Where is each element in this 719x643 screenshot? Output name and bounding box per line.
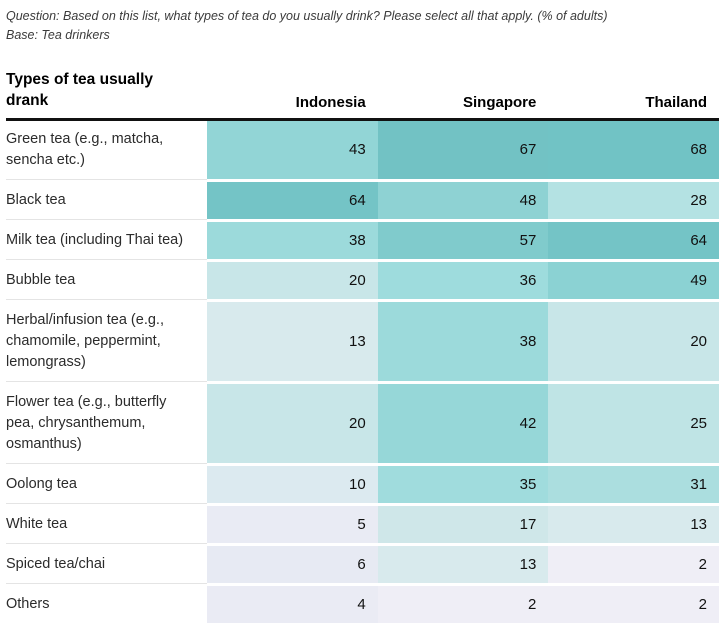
column-header-thailand: Thailand	[645, 93, 708, 111]
value-cell: 31	[548, 462, 719, 503]
value-cell: 49	[548, 258, 719, 299]
table-row: Others 4 2 2	[6, 582, 719, 623]
value-cell: 43	[207, 120, 378, 179]
survey-note: Question: Based on this list, what types…	[6, 7, 719, 46]
value-cell: 42	[377, 380, 549, 463]
value-cell: 10	[207, 462, 378, 503]
value-cell: 64	[207, 178, 378, 219]
base-text: Base: Tea drinkers	[6, 28, 110, 43]
value-cell: 67	[377, 120, 549, 179]
question-text: Question: Based on this list, what types…	[6, 9, 608, 23]
table-row: Oolong tea 10 35 31	[6, 462, 719, 503]
value-cell: 2	[548, 582, 719, 623]
value-cell: 38	[207, 218, 378, 259]
column-header-singapore: Singapore	[462, 93, 537, 111]
value-cell: 13	[207, 298, 378, 381]
value-cell: 13	[548, 502, 719, 543]
value-cell: 36	[377, 258, 549, 299]
row-label: Milk tea (including Thai tea)	[6, 218, 207, 259]
row-label: Bubble tea	[6, 258, 207, 299]
row-label: White tea	[6, 502, 207, 543]
value-cell: 68	[548, 120, 719, 179]
table-row: Green tea (e.g., matcha, sencha etc.) 43 6…	[6, 120, 719, 179]
value-cell: 20	[207, 380, 378, 463]
value-cell: 4	[207, 582, 378, 623]
value-cell: 5	[207, 502, 378, 543]
table-header: Types of tea usually drank Indonesia Sin…	[6, 69, 719, 121]
table-row: Black tea 64 48 28	[6, 178, 719, 219]
table-body: Green tea (e.g., matcha, sencha etc.) 43 6…	[6, 120, 719, 623]
table-row: Flower tea (e.g., butterfly pea, chrysan…	[6, 380, 719, 463]
row-label: Oolong tea	[6, 462, 207, 503]
table-row: White tea 5 17 13	[6, 502, 719, 543]
row-label: Herbal/infusion tea (e.g., chamomile, pe…	[6, 298, 207, 381]
value-cell: 13	[377, 542, 549, 583]
table-row: Spiced tea/chai 6 13 2	[6, 542, 719, 583]
row-label: Green tea (e.g., matcha, sencha etc.)	[6, 120, 207, 179]
page: Question: Based on this list, what types…	[6, 7, 719, 623]
row-dimension-title: Types of tea usually drank	[6, 70, 154, 109]
value-cell: 48	[377, 178, 549, 219]
heatmap-table: Types of tea usually drank Indonesia Sin…	[6, 69, 719, 623]
table-row: Herbal/infusion tea (e.g., chamomile, pe…	[6, 298, 719, 381]
value-cell: 25	[548, 380, 719, 463]
value-cell: 35	[377, 462, 549, 503]
value-cell: 57	[377, 218, 549, 259]
row-label: Flower tea (e.g., butterfly pea, chrysan…	[6, 380, 207, 463]
value-cell: 2	[548, 542, 719, 583]
row-label: Others	[6, 582, 207, 623]
value-cell: 2	[377, 582, 549, 623]
table-row: Milk tea (including Thai tea) 38 57 64	[6, 218, 719, 259]
value-cell: 20	[548, 298, 719, 381]
value-cell: 20	[207, 258, 378, 299]
value-cell: 64	[548, 218, 719, 259]
row-label: Spiced tea/chai	[6, 542, 207, 583]
table-row: Bubble tea 20 36 49	[6, 258, 719, 299]
value-cell: 38	[377, 298, 549, 381]
row-label: Black tea	[6, 178, 207, 219]
value-cell: 17	[377, 502, 549, 543]
column-header-indonesia: Indonesia	[295, 93, 366, 111]
value-cell: 6	[207, 542, 378, 583]
value-cell: 28	[548, 178, 719, 219]
